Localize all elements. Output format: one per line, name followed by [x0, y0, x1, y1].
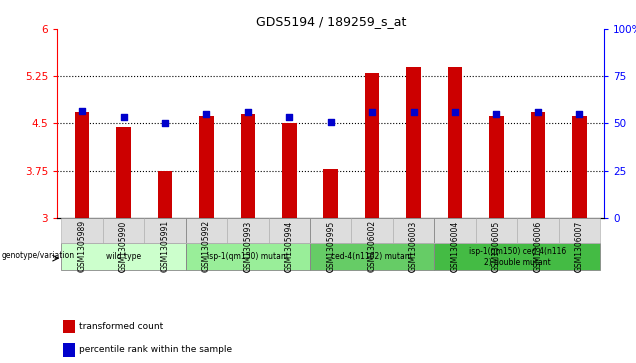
Bar	[476, 218, 517, 243]
Text: GSM1305993: GSM1305993	[244, 220, 252, 272]
Text: percentile rank within the sample: percentile rank within the sample	[79, 346, 232, 354]
Bar	[63, 343, 75, 356]
Bar	[62, 243, 186, 270]
Bar	[324, 169, 338, 218]
Point	[408, 109, 418, 115]
Point	[450, 109, 460, 115]
Text: isp-1(qm150) mutant: isp-1(qm150) mutant	[207, 252, 289, 261]
Point	[492, 111, 502, 117]
Bar	[240, 114, 255, 218]
Bar	[489, 116, 504, 218]
Text: GSM1305995: GSM1305995	[326, 220, 335, 272]
Text: transformed count: transformed count	[79, 322, 163, 331]
Point	[77, 108, 87, 114]
Point	[118, 114, 128, 120]
Bar	[282, 123, 296, 218]
Bar	[352, 218, 393, 243]
Bar	[62, 218, 103, 243]
Point	[202, 111, 212, 117]
Bar	[572, 116, 586, 218]
Bar	[558, 218, 600, 243]
Text: genotype/variation: genotype/variation	[1, 251, 74, 260]
Title: GDS5194 / 189259_s_at: GDS5194 / 189259_s_at	[256, 15, 406, 28]
Text: GSM1306007: GSM1306007	[575, 220, 584, 272]
Bar	[434, 243, 600, 270]
Bar	[186, 218, 227, 243]
Point	[284, 114, 294, 120]
Text: GSM1305989: GSM1305989	[78, 220, 86, 272]
Text: wild type: wild type	[106, 252, 141, 261]
Bar	[158, 171, 172, 218]
Bar	[310, 243, 434, 270]
Bar	[63, 320, 75, 333]
Point	[367, 109, 377, 115]
Text: GSM1305991: GSM1305991	[160, 220, 169, 272]
Bar	[186, 243, 310, 270]
Bar	[103, 218, 144, 243]
Bar	[199, 116, 214, 218]
Point	[574, 111, 584, 117]
Text: GSM1306006: GSM1306006	[534, 220, 543, 272]
Bar	[310, 218, 352, 243]
Point	[533, 109, 543, 115]
Bar	[406, 67, 421, 218]
Text: GSM1306005: GSM1306005	[492, 220, 501, 272]
Bar	[75, 112, 89, 218]
Point	[160, 121, 170, 126]
Bar	[365, 73, 380, 218]
Bar	[434, 218, 476, 243]
Text: GSM1305992: GSM1305992	[202, 220, 211, 272]
Bar	[144, 218, 186, 243]
Text: isp-1(qm150) ced-4(n116
2) double mutant: isp-1(qm150) ced-4(n116 2) double mutant	[469, 247, 566, 266]
Text: GSM1305990: GSM1305990	[119, 220, 128, 272]
Text: ced-4(n1162) mutant: ced-4(n1162) mutant	[331, 252, 413, 261]
Bar	[517, 218, 558, 243]
Bar	[448, 67, 462, 218]
Text: GSM1306002: GSM1306002	[368, 220, 377, 272]
Bar	[530, 112, 545, 218]
Text: GSM1306003: GSM1306003	[409, 220, 418, 272]
Bar	[393, 218, 434, 243]
Point	[243, 109, 253, 115]
Text: GSM1305994: GSM1305994	[285, 220, 294, 272]
Bar	[268, 218, 310, 243]
Text: GSM1306004: GSM1306004	[450, 220, 460, 272]
Point	[326, 119, 336, 125]
Bar	[227, 218, 268, 243]
Bar	[116, 127, 131, 218]
